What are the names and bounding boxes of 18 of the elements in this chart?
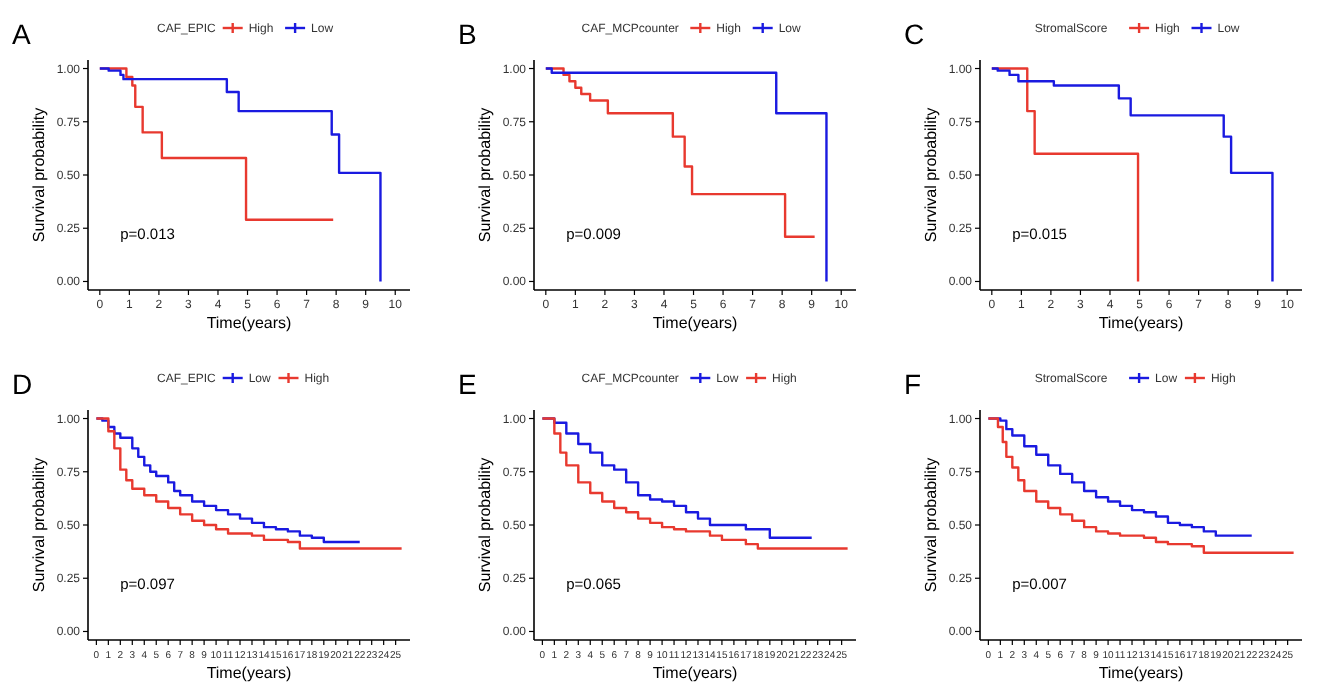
chart-title: A	[12, 18, 32, 50]
x-axis-title: Time(years)	[1098, 314, 1185, 332]
y-axis-title: Survival probability	[476, 107, 494, 243]
chart-title: D	[12, 368, 33, 400]
chart-title: F	[904, 368, 922, 400]
chart-title: C	[904, 18, 925, 50]
chart-title: B	[458, 18, 477, 50]
chart-title: E	[458, 368, 477, 400]
x-axis-title: Time(years)	[206, 664, 293, 682]
y-axis-title: Survival probability	[922, 107, 940, 243]
x-axis-title: Time(years)	[1098, 664, 1185, 682]
x-axis-title: Time(years)	[206, 314, 293, 332]
y-axis-title: Survival probability	[30, 457, 48, 593]
y-axis-title: Survival probability	[30, 107, 48, 243]
y-axis-title: Survival probability	[922, 457, 940, 593]
y-axis-title: Survival probability	[476, 457, 494, 593]
x-axis-title: Time(years)	[652, 314, 739, 332]
x-axis-title: Time(years)	[652, 664, 739, 682]
